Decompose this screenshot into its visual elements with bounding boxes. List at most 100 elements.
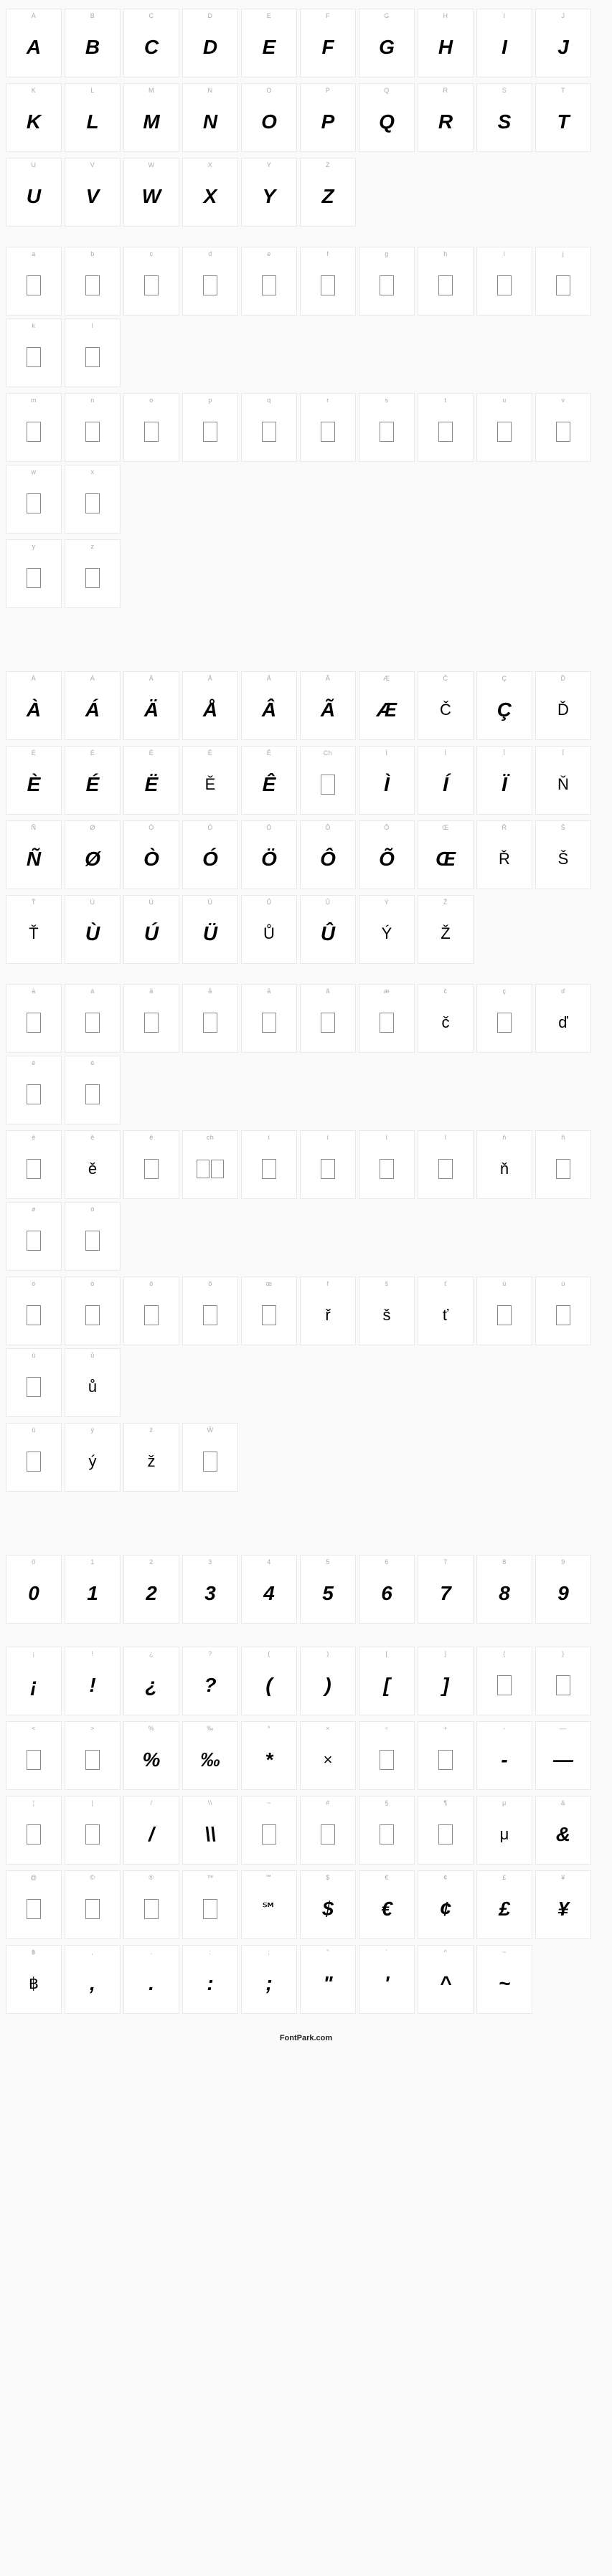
glyph-cell[interactable]: QQ	[359, 83, 415, 152]
glyph-cell[interactable]: õ	[182, 1277, 238, 1345]
glyph-cell[interactable]: ê	[123, 1130, 179, 1199]
glyph-cell[interactable]: ú	[535, 1277, 591, 1345]
glyph-cell[interactable]: ÈÈ	[6, 746, 62, 815]
glyph-cell[interactable]: ¡¡	[6, 1647, 62, 1715]
glyph-cell[interactable]: d	[182, 247, 238, 316]
glyph-cell[interactable]: u	[476, 393, 532, 462]
glyph-cell[interactable]: ''	[359, 1945, 415, 2014]
glyph-cell[interactable]: ůů	[65, 1348, 121, 1417]
glyph-cell[interactable]: ÕÕ	[359, 820, 415, 889]
glyph-cell[interactable]: čč	[418, 984, 474, 1053]
glyph-cell[interactable]: ÏÏ	[476, 746, 532, 815]
glyph-cell[interactable]: ŠŠ	[535, 820, 591, 889]
glyph-cell[interactable]: é	[65, 1056, 121, 1124]
glyph-cell[interactable]: û	[6, 1423, 62, 1492]
glyph-cell[interactable]: FF	[300, 9, 356, 77]
glyph-cell[interactable]: ü	[6, 1348, 62, 1417]
glyph-cell[interactable]: 00	[6, 1555, 62, 1624]
glyph-cell[interactable]: %%	[123, 1721, 179, 1790]
glyph-cell[interactable]: ô	[123, 1277, 179, 1345]
glyph-cell[interactable]: XX	[182, 158, 238, 227]
glyph-cell[interactable]: ØØ	[65, 820, 121, 889]
glyph-cell[interactable]: ÀÀ	[6, 671, 62, 740]
glyph-cell[interactable]: ))	[300, 1647, 356, 1715]
glyph-cell[interactable]: Ŵ	[182, 1423, 238, 1492]
glyph-cell[interactable]: í	[300, 1130, 356, 1199]
glyph-cell[interactable]: 55	[300, 1555, 356, 1624]
glyph-cell[interactable]: z	[65, 539, 121, 608]
glyph-cell[interactable]: y	[6, 539, 62, 608]
glyph-cell[interactable]: ĎĎ	[535, 671, 591, 740]
glyph-cell[interactable]: ÔÔ	[300, 820, 356, 889]
glyph-cell[interactable]: ××	[300, 1721, 356, 1790]
glyph-cell[interactable]: ££	[476, 1870, 532, 1939]
glyph-cell[interactable]: ÷	[359, 1721, 415, 1790]
glyph-cell[interactable]: ÇÇ	[476, 671, 532, 740]
glyph-cell[interactable]: ĚĚ	[182, 746, 238, 815]
glyph-cell[interactable]: ::	[182, 1945, 238, 2014]
glyph-cell[interactable]: ÜÜ	[182, 895, 238, 964]
glyph-cell[interactable]: a	[6, 247, 62, 316]
glyph-cell[interactable]: c	[123, 247, 179, 316]
glyph-cell[interactable]: //	[123, 1796, 179, 1865]
glyph-cell[interactable]: ç	[476, 984, 532, 1053]
glyph-cell[interactable]: ŮŮ	[241, 895, 297, 964]
glyph-cell[interactable]: ÁÁ	[65, 671, 121, 740]
glyph-cell[interactable]: n	[65, 393, 121, 462]
glyph-cell[interactable]: t	[418, 393, 474, 462]
glyph-cell[interactable]: ñ	[535, 1130, 591, 1199]
glyph-cell[interactable]: ZZ	[300, 158, 356, 227]
glyph-cell[interactable]: 22	[123, 1555, 179, 1624]
glyph-cell[interactable]: ®	[123, 1870, 179, 1939]
glyph-cell[interactable]: ňň	[476, 1130, 532, 1199]
glyph-cell[interactable]: p	[182, 393, 238, 462]
glyph-cell[interactable]: h	[418, 247, 474, 316]
glyph-cell[interactable]: r	[300, 393, 356, 462]
glyph-cell[interactable]: ÅÅ	[182, 671, 238, 740]
glyph-cell[interactable]: II	[476, 9, 532, 77]
glyph-cell[interactable]: ÊÊ	[241, 746, 297, 815]
glyph-cell[interactable]: á	[65, 984, 121, 1053]
glyph-cell[interactable]: UU	[6, 158, 62, 227]
glyph-cell[interactable]: YY	[241, 158, 297, 227]
glyph-cell[interactable]: q	[241, 393, 297, 462]
glyph-cell[interactable]: 66	[359, 1555, 415, 1624]
glyph-cell[interactable]: ;;	[241, 1945, 297, 2014]
glyph-cell[interactable]: ÓÓ	[182, 820, 238, 889]
glyph-cell[interactable]: k	[6, 318, 62, 387]
glyph-cell[interactable]: ch	[182, 1130, 238, 1199]
glyph-cell[interactable]: ((	[241, 1647, 297, 1715]
glyph-cell[interactable]: &&	[535, 1796, 591, 1865]
glyph-cell[interactable]: ŤŤ	[6, 895, 62, 964]
glyph-cell[interactable]: \\\\	[182, 1796, 238, 1865]
glyph-cell[interactable]: 11	[65, 1555, 121, 1624]
glyph-cell[interactable]: ï	[359, 1130, 415, 1199]
glyph-cell[interactable]: OO	[241, 83, 297, 152]
glyph-cell[interactable]: ěě	[65, 1130, 121, 1199]
glyph-cell[interactable]: ..	[123, 1945, 179, 2014]
glyph-cell[interactable]: x	[65, 465, 121, 534]
glyph-cell[interactable]: #	[300, 1796, 356, 1865]
glyph-cell[interactable]: [[	[359, 1647, 415, 1715]
glyph-cell[interactable]: CC	[123, 9, 179, 77]
glyph-cell[interactable]: ,,	[65, 1945, 121, 2014]
glyph-cell[interactable]: BB	[65, 9, 121, 77]
glyph-cell[interactable]: |	[65, 1796, 121, 1865]
glyph-cell[interactable]: i	[476, 247, 532, 316]
glyph-cell[interactable]: KK	[6, 83, 62, 152]
glyph-cell[interactable]: ÆÆ	[359, 671, 415, 740]
glyph-cell[interactable]: }	[535, 1647, 591, 1715]
glyph-cell[interactable]: >	[65, 1721, 121, 1790]
glyph-cell[interactable]: î	[418, 1130, 474, 1199]
glyph-cell[interactable]: ^^	[418, 1945, 474, 2014]
glyph-cell[interactable]: ¶	[418, 1796, 474, 1865]
glyph-cell[interactable]: m	[6, 393, 62, 462]
glyph-cell[interactable]: **	[241, 1721, 297, 1790]
glyph-cell[interactable]: {	[476, 1647, 532, 1715]
glyph-cell[interactable]: SS	[476, 83, 532, 152]
glyph-cell[interactable]: 44	[241, 1555, 297, 1624]
glyph-cell[interactable]: å	[182, 984, 238, 1053]
glyph-cell[interactable]: ø	[6, 1202, 62, 1271]
glyph-cell[interactable]: f	[300, 247, 356, 316]
glyph-cell[interactable]: ČČ	[418, 671, 474, 740]
